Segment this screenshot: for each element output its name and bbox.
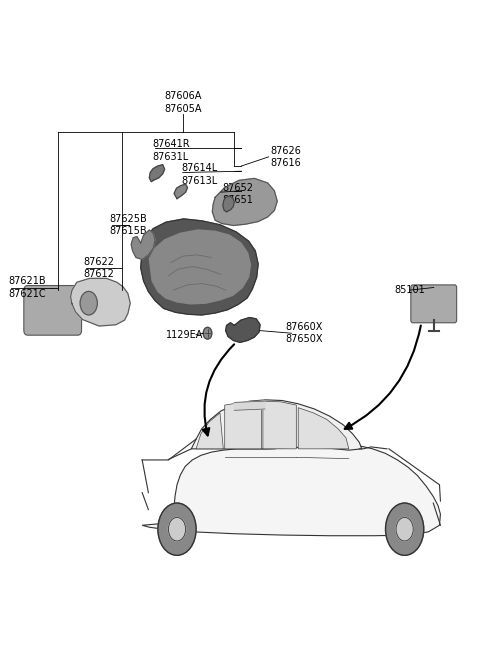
Text: 87625B
87615B: 87625B 87615B: [109, 214, 147, 236]
Text: 87641R
87631L: 87641R 87631L: [152, 139, 190, 161]
Circle shape: [158, 503, 196, 556]
Circle shape: [80, 291, 97, 315]
Polygon shape: [196, 413, 223, 449]
Polygon shape: [263, 401, 296, 449]
Text: 87626
87616: 87626 87616: [270, 146, 301, 168]
Text: 1129EA: 1129EA: [167, 329, 204, 340]
Polygon shape: [174, 184, 188, 199]
Polygon shape: [226, 318, 260, 342]
Text: 87660X
87650X: 87660X 87650X: [286, 322, 323, 344]
Polygon shape: [149, 165, 165, 182]
Polygon shape: [223, 196, 234, 212]
Polygon shape: [234, 401, 265, 410]
FancyBboxPatch shape: [24, 285, 82, 335]
Polygon shape: [192, 400, 362, 450]
Text: 87652
87651: 87652 87651: [222, 183, 253, 205]
Polygon shape: [225, 401, 262, 449]
FancyBboxPatch shape: [411, 285, 456, 323]
Circle shape: [203, 327, 212, 339]
Polygon shape: [149, 230, 251, 304]
Text: 87621B
87621C: 87621B 87621C: [9, 276, 47, 298]
Text: 87614L
87613L: 87614L 87613L: [181, 163, 217, 186]
Polygon shape: [142, 443, 441, 536]
Circle shape: [168, 518, 186, 541]
Polygon shape: [131, 230, 155, 259]
Circle shape: [396, 518, 413, 541]
Text: 85101: 85101: [394, 285, 425, 295]
Polygon shape: [298, 407, 349, 449]
Circle shape: [385, 503, 424, 556]
Text: 87606A
87605A: 87606A 87605A: [164, 91, 202, 114]
Polygon shape: [141, 219, 258, 315]
Polygon shape: [212, 178, 277, 226]
Polygon shape: [71, 278, 130, 326]
Text: 87622
87612: 87622 87612: [84, 256, 115, 279]
